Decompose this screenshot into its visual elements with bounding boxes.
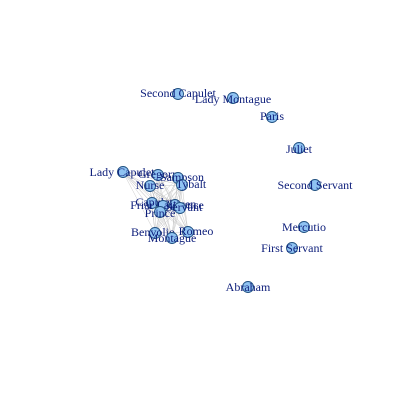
node-second-servant[interactable]: Second Servant [278,178,354,192]
node-label: Servant [166,200,203,214]
node-label: Second Capulet [140,86,216,100]
node-marker[interactable] [144,180,156,192]
node-label: Tybalt [176,177,207,191]
node-lady-capulet[interactable]: Lady Capulet [90,165,156,179]
node-label: Montague [148,231,197,245]
node-second-capulet[interactable]: Second Capulet [140,86,216,100]
edge-lady-capulet-tybalt [122,171,183,186]
node-abraham[interactable]: Abraham [226,280,271,294]
node-gregory[interactable]: Gregory [138,167,178,181]
node-romeo[interactable]: Romeo [179,224,214,238]
node-tybalt[interactable]: Tybalt [176,177,207,191]
node-label: Lady Capulet [90,165,156,179]
node-marker[interactable] [227,92,239,104]
node-benvolio[interactable]: Benvolio [131,225,175,239]
node-first-servant[interactable]: First Servant [261,241,323,255]
node-marker[interactable] [146,197,158,209]
node-label: Sampson [160,170,204,184]
node-marker[interactable] [152,169,164,181]
node-label: Abraham [226,280,271,294]
node-lady-montague[interactable]: Lady Montague [195,92,271,106]
node-marker[interactable] [176,179,188,191]
node-marker[interactable] [117,166,129,178]
node-servant[interactable]: Servant [166,200,203,214]
node-marker[interactable] [174,202,186,214]
node-label: Benvolio [131,225,175,239]
node-marker[interactable] [154,206,166,218]
node-marker[interactable] [298,221,310,233]
edge-lady-capulet-sampson [122,171,179,179]
node-label: Nurse [136,178,165,192]
node-juliet[interactable]: Juliet [286,142,313,156]
node-mercutio[interactable]: Mercutio [282,220,326,234]
node-marker[interactable] [293,142,305,154]
node-marker[interactable] [286,242,298,254]
edge-lady-capulet-benvolio [122,171,156,234]
node-marker[interactable] [172,88,184,100]
node-prince[interactable]: Prince [145,206,176,220]
node-label: Second Servant [278,178,354,192]
node-nurse[interactable]: Nurse [136,178,165,192]
node-label: Juliet [286,142,313,156]
node-marker[interactable] [182,226,194,238]
node-label: Gregory [138,167,178,181]
node-label: Romeo [179,224,214,238]
node-label: Lady Montague [195,92,271,106]
node-montague[interactable]: Montague [148,231,197,245]
node-paris[interactable]: Paris [260,109,284,123]
node-marker[interactable] [166,232,178,244]
edge-tybalt-benvolio [154,184,183,234]
node-label: Prince [145,206,176,220]
node-marker[interactable] [309,179,321,191]
node-label: Mercutio [282,220,326,234]
node-marker[interactable] [242,281,254,293]
node-marker[interactable] [266,111,278,123]
edge-nurse-romeo [149,185,189,233]
node-marker[interactable] [149,227,161,239]
node-label: First Servant [261,241,323,255]
node-label: Paris [260,109,284,123]
edge-sampson-capulet [151,177,179,204]
